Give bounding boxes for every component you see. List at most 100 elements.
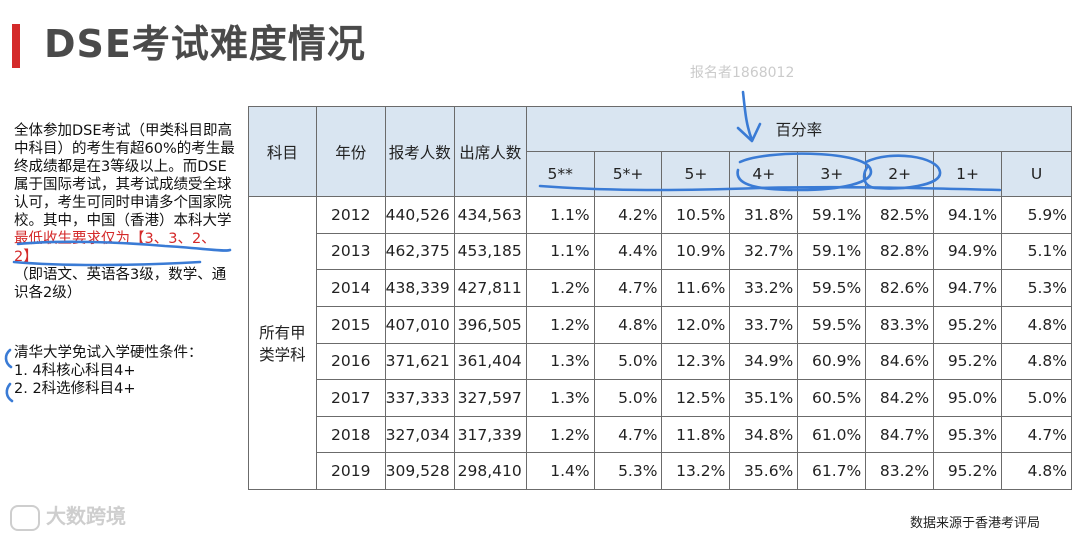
percent-cell: 83.3% [865,305,935,344]
percent-cell: 94.7% [933,269,1003,307]
year-cell: 2013 [315,232,386,271]
percent-cell: 1.1% [525,232,595,271]
percent-cell: 1.2% [525,305,595,344]
percent-cell: 4.4% [593,232,663,271]
percent-cell: 32.7% [729,232,799,271]
requirement-item: 1. 4科核心科目4+ [14,363,136,379]
watermark-logo: 大数跨境 [10,500,126,531]
percent-cell: 11.6% [661,269,731,307]
header-grade: 4+ [729,151,799,197]
percent-cell: 59.5% [797,305,867,344]
header-grade: 1+ [933,151,1003,197]
percent-cell: 4.8% [1001,452,1072,490]
bracket-line-2-mark [5,382,14,403]
percent-cell: 4.7% [1001,415,1072,454]
table-row: 2018 327,034 317,339 1.2% 4.7% 11.8% 34.8% 61.0… [249,415,1072,454]
results-table-container: 科目 年份 报考人数 出席人数 百分率 5** 5*+ 5+ 4+ 3+ 2+ 1+ U 所有… [248,106,1073,490]
registered-cell: 371,621 [384,342,455,381]
percent-cell: 4.7% [593,269,663,307]
percent-cell: 33.2% [729,269,799,307]
percent-cell: 59.1% [797,232,867,271]
watermark-label: 大数跨境 [46,504,126,528]
percent-cell: 10.9% [661,232,731,271]
percent-cell: 84.2% [865,379,935,417]
registered-cell: 407,010 [384,305,455,344]
percent-cell: 5.3% [593,452,663,490]
table-row: 2014 438,339 427,811 1.2% 4.7% 11.6% 33.2% 59.5… [249,269,1072,307]
requirement-item: 2. 2科选修科目4+ [14,381,136,397]
percent-cell: 95.2% [933,305,1003,344]
percent-cell: 5.1% [1001,232,1072,271]
percent-cell: 84.7% [865,415,935,454]
header-grade: 5+ [661,151,731,197]
year-cell: 2015 [315,305,386,344]
percent-cell: 59.5% [797,269,867,307]
table-row: 2019 309,528 298,410 1.4% 5.3% 13.2% 35.6% 61.7… [249,452,1072,490]
note-text: 全体参加DSE考试（甲类科目即高中科目）的考生有超60%的考生最终成绩都是在3等… [14,123,235,229]
percent-cell: 35.6% [729,452,799,490]
registered-cell: 462,375 [384,232,455,271]
percent-cell: 4.8% [593,305,663,344]
header-grade: 3+ [797,151,867,197]
requirements-title: 清华大学免试入学硬性条件： [14,345,203,361]
percent-cell: 12.5% [661,379,731,417]
year-cell: 2019 [315,452,386,490]
percent-cell: 13.2% [661,452,731,490]
year-cell: 2017 [315,379,386,417]
percent-cell: 1.3% [525,379,595,417]
results-table: 科目 年份 报考人数 出席人数 百分率 5** 5*+ 5+ 4+ 3+ 2+ 1+ U 所有… [248,106,1073,490]
percent-cell: 94.9% [933,232,1003,271]
header-attended: 出席人数 [453,106,527,197]
year-cell: 2012 [315,196,386,234]
table-row: 所有甲类学科 2012 440,526 434,563 1.1% 4.2% 10.5% 31.… [248,196,1072,490]
percent-cell: 1.3% [525,342,595,381]
percent-cell: 4.8% [1001,342,1072,381]
percent-cell: 82.8% [865,232,935,271]
percent-cell: 1.2% [525,415,595,454]
percent-cell: 61.7% [797,452,867,490]
registered-cell: 309,528 [384,452,455,490]
header-grade: 5*+ [593,151,663,197]
attended-cell: 396,505 [453,305,527,344]
percent-cell: 59.1% [797,196,867,234]
page-title: DSE考试难度情况 [44,22,366,66]
percent-cell: 4.8% [1001,305,1072,344]
header-grade: 2+ [865,151,935,197]
percent-cell: 4.7% [593,415,663,454]
percent-cell: 34.8% [729,415,799,454]
watermark-icon [10,504,40,531]
percent-cell: 82.5% [865,196,935,234]
percent-cell: 82.6% [865,269,935,307]
requirements-block: 清华大学免试入学硬性条件： 1. 4科核心科目4+ 2. 2科选修科目4+ [14,344,239,398]
table-row: 2015 407,010 396,505 1.2% 4.8% 12.0% 33.7% 59.5… [249,305,1072,344]
registered-cell: 327,034 [384,415,455,454]
attended-cell: 317,339 [453,415,527,454]
registered-cell: 440,526 [384,196,455,234]
percent-cell: 5.0% [593,342,663,381]
percent-cell: 35.1% [729,379,799,417]
percent-cell: 11.8% [661,415,731,454]
subject-cell: 所有甲类学科 [248,196,317,490]
registered-cell: 337,333 [384,379,455,417]
percent-cell: 60.5% [797,379,867,417]
year-cell: 2016 [315,342,386,381]
year-cell: 2018 [315,415,386,454]
header-grade: U [1001,151,1072,197]
percent-cell: 33.7% [729,305,799,344]
percent-cell: 5.9% [1001,196,1072,234]
percent-cell: 5.0% [1001,379,1072,417]
header-registered: 报考人数 [384,106,455,197]
percent-cell: 60.9% [797,342,867,381]
header-year: 年份 [315,106,386,197]
watermark-text: 报名者1868012 [690,65,795,81]
table-row: 2017 337,333 327,597 1.3% 5.0% 12.5% 35.1% 60.5… [249,379,1072,417]
percent-cell: 95.2% [933,452,1003,490]
percent-cell: 1.2% [525,269,595,307]
percent-cell: 61.0% [797,415,867,454]
bracket-line-1-mark [4,348,13,369]
table-row: 2016 371,621 361,404 1.3% 5.0% 12.3% 34.9% 60.9… [249,342,1072,381]
registered-cell: 438,339 [384,269,455,307]
header-subject: 科目 [248,106,317,197]
percent-cell: 1.4% [525,452,595,490]
percent-cell: 12.0% [661,305,731,344]
